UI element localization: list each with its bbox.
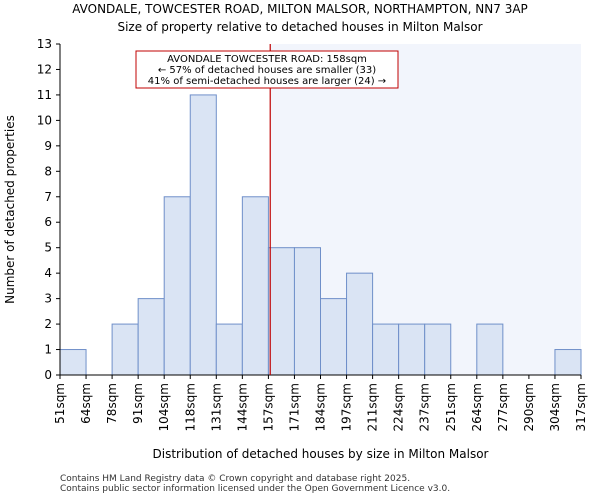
chart-title: AVONDALE, TOWCESTER ROAD, MILTON MALSOR,…	[72, 2, 528, 16]
bar	[241, 196, 269, 376]
y-tick-label: 13	[37, 37, 52, 51]
x-tick-label: 91sqm	[131, 383, 145, 424]
x-tick-label: 184sqm	[314, 383, 328, 431]
x-tick-label: 211sqm	[366, 383, 380, 431]
x-tick-label: 264sqm	[470, 383, 484, 431]
bar	[267, 247, 295, 376]
annotation-line-3: 41% of semi-detached houses are larger (…	[148, 76, 386, 87]
x-tick-label: 224sqm	[392, 383, 406, 431]
x-tick-label: 317sqm	[574, 383, 588, 431]
x-tick-label: 51sqm	[53, 383, 67, 424]
y-tick-label: 12	[37, 62, 52, 76]
y-tick-label: 7	[44, 190, 52, 204]
bar	[111, 323, 139, 376]
y-tick-label: 0	[44, 368, 52, 382]
footer-copyright: Contains HM Land Registry data © Crown c…	[60, 474, 411, 484]
bar	[137, 298, 165, 376]
y-tick-label: 10	[37, 113, 52, 127]
bar	[293, 247, 322, 376]
x-tick-label: 197sqm	[340, 383, 354, 431]
chart-subtitle: Size of property relative to detached ho…	[117, 20, 483, 34]
x-tick-label: 251sqm	[444, 383, 458, 431]
x-tick-label: 118sqm	[183, 383, 197, 431]
annotation-line-2: ← 57% of detached houses are smaller (33…	[158, 65, 376, 76]
y-tick-label: 9	[44, 139, 52, 153]
bar	[554, 349, 582, 376]
annotation-box	[135, 50, 399, 89]
bar	[424, 323, 452, 376]
y-tick-label: 4	[44, 266, 52, 280]
bar	[476, 323, 504, 376]
y-tick-label: 8	[44, 164, 52, 178]
bar	[398, 323, 426, 376]
y-tick-label: 6	[44, 215, 52, 229]
bar	[215, 323, 243, 376]
y-tick-label: 3	[44, 292, 52, 306]
y-tick-label: 5	[44, 241, 52, 255]
x-tick-label: 157sqm	[261, 383, 275, 431]
bar	[320, 298, 348, 376]
x-tick-label: 104sqm	[157, 383, 171, 431]
annotation-line-1: AVONDALE TOWCESTER ROAD: 158sqm	[167, 54, 367, 65]
bar	[163, 196, 191, 376]
y-tick-label: 11	[37, 88, 52, 102]
x-tick-label: 144sqm	[235, 383, 249, 431]
x-tick-label: 64sqm	[79, 383, 93, 424]
bar	[346, 272, 374, 376]
bar	[189, 94, 217, 376]
x-tick-label: 277sqm	[496, 383, 510, 431]
footer-licence: Contains public sector information licen…	[60, 484, 451, 494]
bar	[59, 349, 87, 376]
x-tick-label: 304sqm	[548, 383, 562, 431]
x-tick-label: 237sqm	[418, 383, 432, 431]
x-tick-label: 131sqm	[209, 383, 223, 431]
x-tick-label: 290sqm	[522, 383, 536, 431]
x-tick-label: 78sqm	[105, 383, 119, 424]
x-tick-label: 171sqm	[287, 383, 301, 431]
y-tick-label: 2	[44, 317, 52, 331]
y-tick-label: 1	[44, 343, 52, 357]
bar	[372, 323, 400, 376]
x-axis-label: Distribution of detached houses by size …	[153, 447, 489, 461]
y-axis-label: Number of detached properties	[3, 115, 17, 304]
